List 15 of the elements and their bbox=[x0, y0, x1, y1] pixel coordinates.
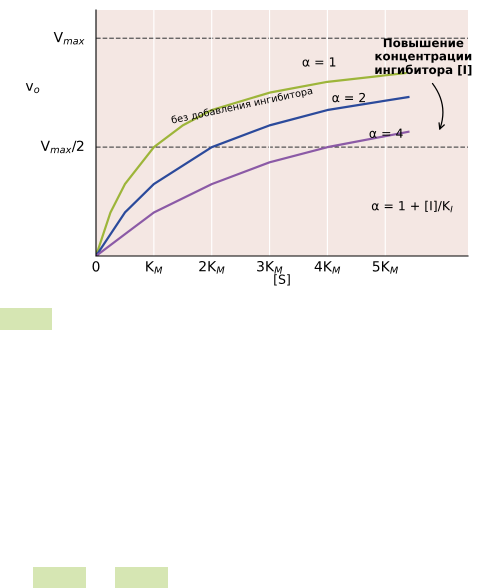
annotation: Повышение концентрации ингибитора [I] bbox=[375, 38, 472, 76]
annotation: α = 2 bbox=[332, 92, 366, 102]
x-tick-label: 3K$_{M}$ bbox=[257, 261, 282, 274]
annotation: α = 4 bbox=[370, 128, 403, 138]
x-tick-label: K$_{M}$ bbox=[146, 261, 162, 274]
x-tick-label: 4K$_{M}$ bbox=[314, 261, 340, 274]
x-axis-title: [S] bbox=[274, 274, 290, 286]
text: α = 1 bbox=[302, 57, 336, 67]
x-tick-label: 2K$_{M}$ bbox=[199, 261, 224, 274]
ref-line-label: V$_{max}$ bbox=[54, 32, 84, 45]
ref-line-label: V$_{max}$/2 bbox=[40, 140, 84, 154]
annotation: α = 1 + [I]/K$_{I}$ bbox=[372, 200, 453, 212]
x-tick-label: 5K$_{M}$ bbox=[372, 261, 398, 274]
y-axis-title: v$_{o}$ bbox=[26, 83, 40, 94]
x-tick-label: 0 bbox=[92, 261, 100, 272]
